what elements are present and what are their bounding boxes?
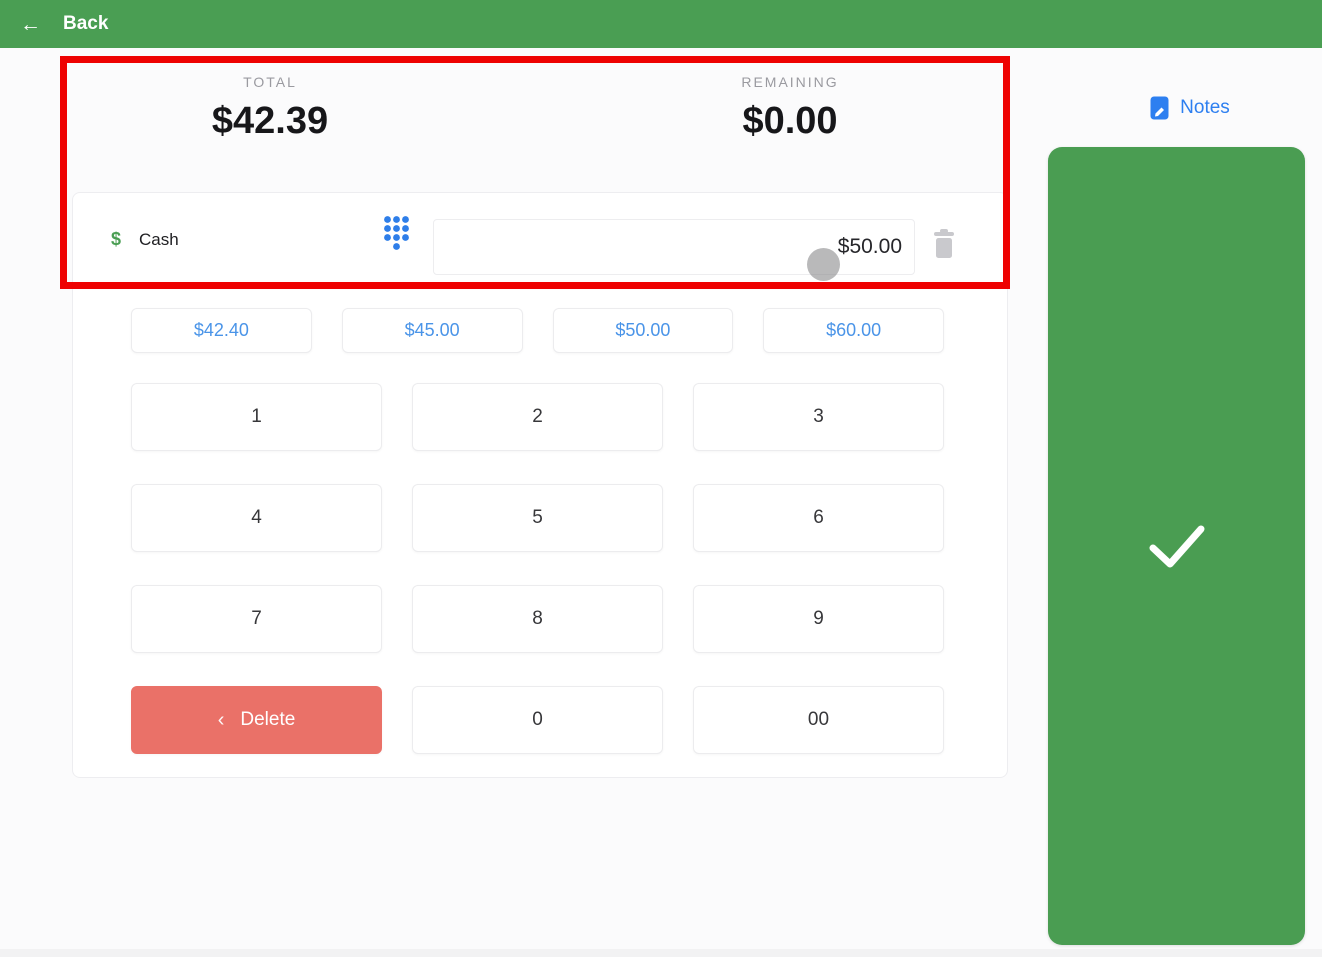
- remaining-summary: REMAINING $0.00: [680, 74, 900, 143]
- quick-amount-button[interactable]: $60.00: [763, 308, 944, 353]
- total-summary: TOTAL $42.39: [160, 74, 380, 143]
- delete-key-label: Delete: [240, 709, 296, 730]
- screen-bottom-edge: [0, 949, 1322, 957]
- keypad-key-5[interactable]: 5: [412, 484, 663, 552]
- checkmark-icon: [1149, 525, 1204, 568]
- keypad-key-0[interactable]: 0: [412, 686, 663, 754]
- keypad-key-9[interactable]: 9: [693, 585, 944, 653]
- quick-amount-button[interactable]: $50.00: [552, 308, 734, 353]
- note-document-icon: [1150, 96, 1169, 120]
- back-arrow-icon: ←: [20, 12, 41, 36]
- trash-icon-glyph: [934, 229, 954, 258]
- keypad-key-2[interactable]: 2: [412, 383, 663, 451]
- touch-indicator: [807, 248, 840, 281]
- dialpad-icon-glyph: [383, 216, 409, 250]
- payment-method-label: Cash: [139, 230, 179, 249]
- total-value: $42.39: [211, 100, 329, 142]
- numeric-keypad: 1 2 3 4 5 6 7 8 9 ‹ Delete 0 00: [131, 383, 944, 754]
- back-label: Back: [63, 13, 109, 34]
- cash-currency-icon: $: [111, 229, 122, 249]
- quick-amount-button[interactable]: $45.00: [341, 308, 523, 353]
- keypad-key-3[interactable]: 3: [693, 383, 944, 451]
- quick-amounts-row: $42.40 $45.00 $50.00 $60.00: [131, 308, 944, 353]
- trash-icon[interactable]: [931, 229, 959, 261]
- header-bar: ← Back: [0, 0, 1322, 48]
- amount-input[interactable]: [433, 219, 915, 275]
- back-button[interactable]: ← Back: [0, 0, 128, 48]
- quick-amount-button[interactable]: $42.40: [131, 308, 312, 353]
- keypad-key-7[interactable]: 7: [131, 585, 382, 653]
- remaining-label: REMAINING: [741, 74, 839, 90]
- remaining-value: $0.00: [742, 100, 838, 142]
- notes-button[interactable]: Notes: [1115, 90, 1265, 126]
- dialpad-icon[interactable]: [381, 215, 411, 255]
- notes-label: Notes: [1180, 97, 1230, 118]
- keypad-key-8[interactable]: 8: [412, 585, 663, 653]
- payment-card: $ Cash: [72, 192, 1008, 778]
- keypad-key-1[interactable]: 1: [131, 383, 382, 451]
- keypad-key-6[interactable]: 6: [693, 484, 944, 552]
- delete-key[interactable]: ‹ Delete: [131, 686, 382, 754]
- total-label: TOTAL: [243, 74, 297, 90]
- keypad-key-00[interactable]: 00: [693, 686, 944, 754]
- confirm-payment-button[interactable]: [1048, 147, 1305, 945]
- keypad-key-4[interactable]: 4: [131, 484, 382, 552]
- delete-chevron-icon: ‹: [217, 708, 225, 731]
